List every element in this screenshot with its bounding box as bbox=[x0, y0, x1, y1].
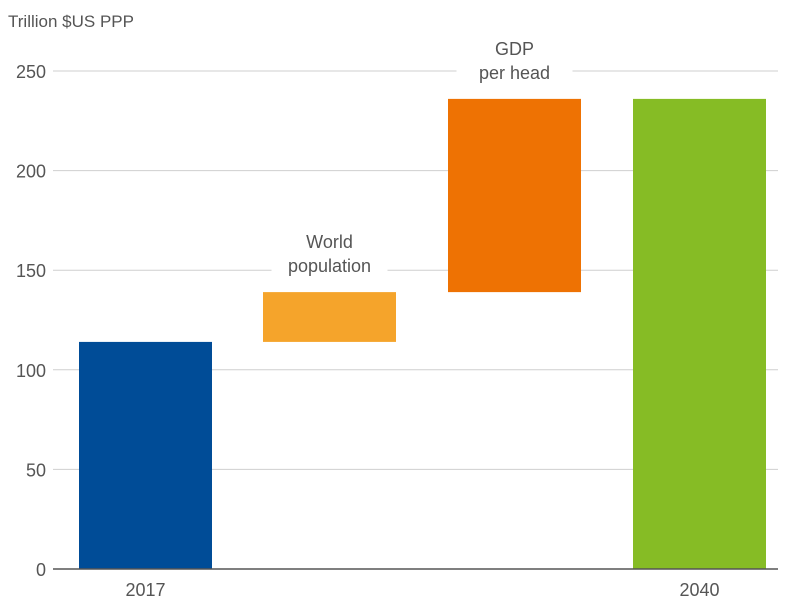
y-tick-label: 50 bbox=[26, 460, 46, 480]
y-tick-label: 200 bbox=[16, 162, 46, 182]
bar-population bbox=[263, 292, 396, 342]
annotation-gdp-line-0: GDP bbox=[495, 39, 534, 59]
y-axis-label: Trillion $US PPP bbox=[8, 12, 134, 31]
x-tick-label-2040: 2040 bbox=[679, 580, 719, 599]
x-tick-labels: 2017 2040 bbox=[125, 580, 719, 599]
y-tick-label: 0 bbox=[36, 560, 46, 580]
y-tick-label: 150 bbox=[16, 261, 46, 281]
annotation-population-line-1: population bbox=[288, 256, 371, 276]
bar-2040 bbox=[633, 98, 766, 569]
bar-2017 bbox=[79, 341, 212, 569]
x-tick-label-2017: 2017 bbox=[125, 580, 165, 599]
annotation-population-line-0: World bbox=[306, 232, 353, 252]
bar-annotations: World population GDP per head bbox=[271, 36, 573, 283]
annotation-gdp-line-1: per head bbox=[479, 63, 550, 83]
bar-gdp bbox=[448, 98, 581, 293]
y-tick-label: 100 bbox=[16, 361, 46, 381]
annotation-background bbox=[456, 36, 573, 89]
annotation-background bbox=[271, 230, 388, 283]
y-tick-labels: 0 50 100 150 200 250 bbox=[16, 62, 46, 580]
bars bbox=[79, 98, 766, 569]
y-tick-label: 250 bbox=[16, 62, 46, 82]
